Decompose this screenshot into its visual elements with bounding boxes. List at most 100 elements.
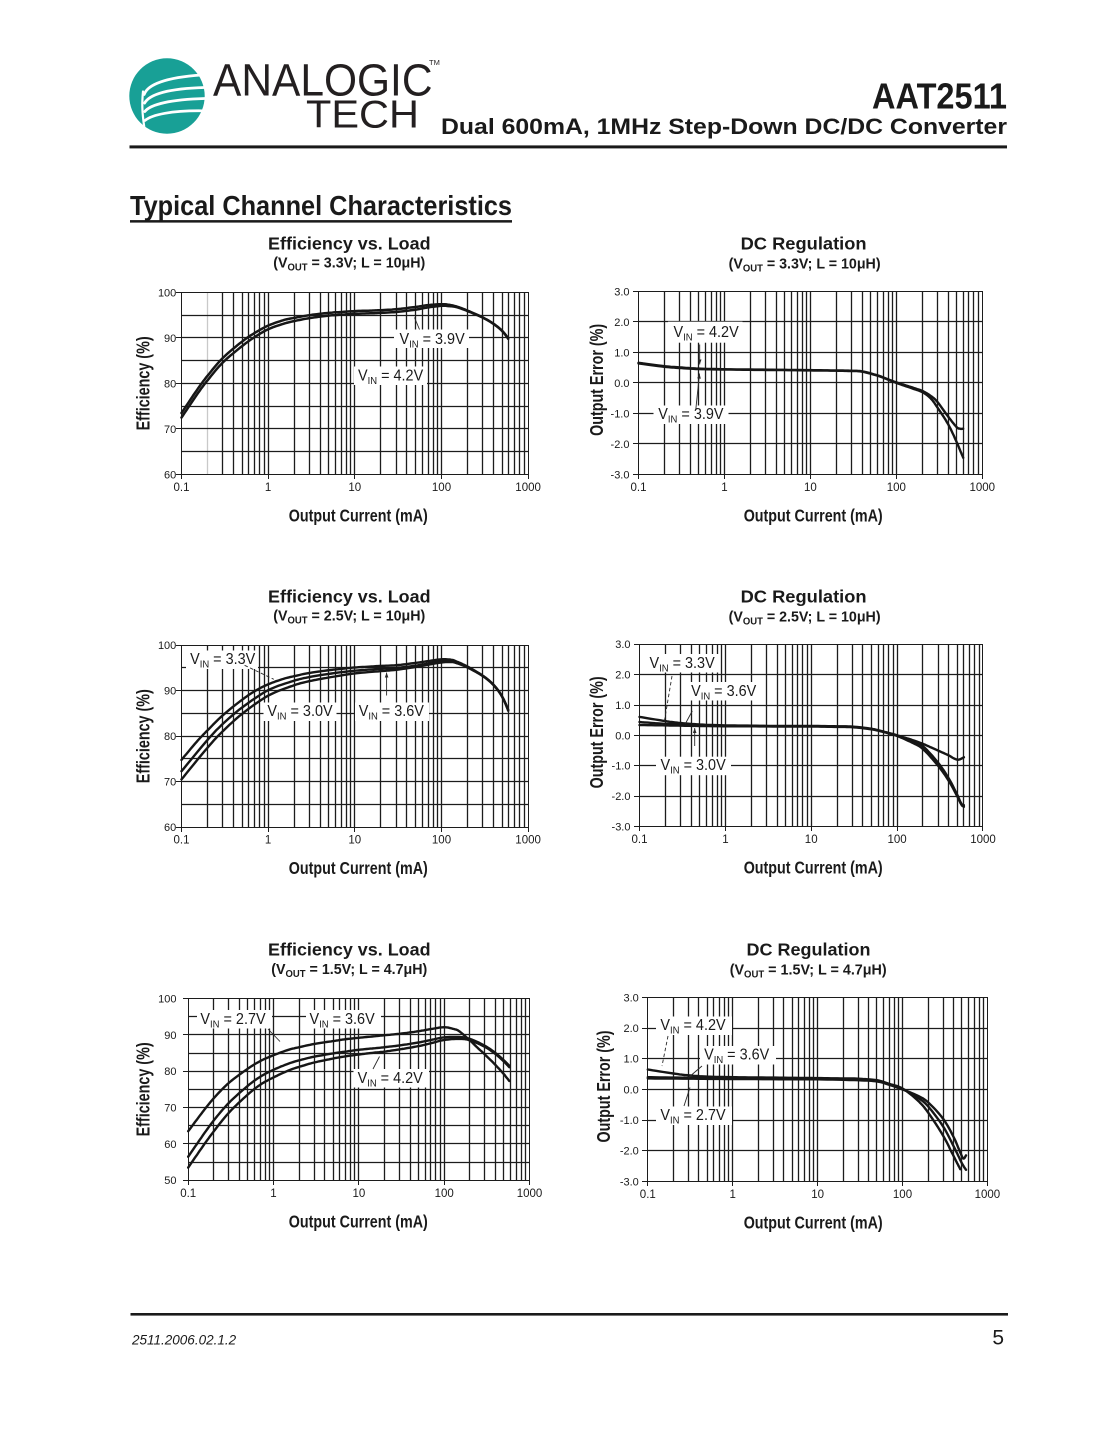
svg-text:0.0: 0.0 xyxy=(614,378,629,390)
svg-text:90: 90 xyxy=(164,333,176,345)
svg-text:90: 90 xyxy=(164,1030,176,1042)
svg-text:1000: 1000 xyxy=(975,1189,1001,1201)
svg-text:2.0: 2.0 xyxy=(624,1023,639,1035)
svg-text:0.1: 0.1 xyxy=(174,835,190,847)
svg-text:1: 1 xyxy=(270,1188,276,1200)
svg-text:Efficiency (%): Efficiency (%) xyxy=(134,336,154,430)
svg-text:100: 100 xyxy=(893,1189,912,1201)
svg-text:-2.0: -2.0 xyxy=(620,1146,639,1158)
svg-text:(VOUT = 2.5V; L = 10μH): (VOUT = 2.5V; L = 10μH) xyxy=(273,608,425,627)
svg-text:(VOUT = 1.5V; L = 4.7μH): (VOUT = 1.5V; L = 4.7μH) xyxy=(730,962,887,981)
svg-text:TM: TM xyxy=(429,58,440,67)
svg-text:100: 100 xyxy=(158,640,176,652)
svg-text:70: 70 xyxy=(164,1103,176,1115)
svg-text:-3.0: -3.0 xyxy=(612,821,631,833)
svg-text:1: 1 xyxy=(721,482,727,494)
svg-text:0.1: 0.1 xyxy=(174,482,190,494)
svg-text:1.0: 1.0 xyxy=(615,700,630,712)
svg-text:Typical Channel Characteristic: Typical Channel Characteristics xyxy=(130,190,512,221)
svg-text:1000: 1000 xyxy=(515,482,541,494)
svg-text:Efficiency (%): Efficiency (%) xyxy=(134,1042,154,1136)
svg-text:0.1: 0.1 xyxy=(640,1189,656,1201)
svg-text:80: 80 xyxy=(164,731,176,743)
svg-text:100: 100 xyxy=(432,482,451,494)
svg-text:1000: 1000 xyxy=(970,834,996,846)
svg-text:(VOUT = 1.5V; L = 4.7μH): (VOUT = 1.5V; L = 4.7μH) xyxy=(271,961,427,980)
svg-text:0.1: 0.1 xyxy=(632,834,648,846)
svg-text:-3.0: -3.0 xyxy=(611,469,630,481)
svg-text:100: 100 xyxy=(158,287,176,299)
svg-text:0.0: 0.0 xyxy=(624,1084,639,1096)
svg-text:DC Regulation: DC Regulation xyxy=(741,234,867,254)
svg-text:2511.2006.02.1.2: 2511.2006.02.1.2 xyxy=(131,1332,237,1347)
svg-text:Efficiency vs. Load: Efficiency vs. Load xyxy=(268,940,431,960)
svg-text:90: 90 xyxy=(164,686,176,698)
svg-text:3.0: 3.0 xyxy=(615,639,630,651)
svg-text:Output Current (mA): Output Current (mA) xyxy=(744,506,883,526)
svg-text:60: 60 xyxy=(164,822,176,834)
svg-text:3.0: 3.0 xyxy=(624,992,639,1004)
svg-text:(VOUT = 3.3V; L = 10μH): (VOUT = 3.3V; L = 10μH) xyxy=(273,255,425,274)
svg-text:10: 10 xyxy=(804,482,817,494)
svg-text:Output Error (%): Output Error (%) xyxy=(594,1031,614,1143)
svg-text:Output Current (mA): Output Current (mA) xyxy=(744,1213,883,1233)
svg-text:60: 60 xyxy=(164,469,176,481)
svg-text:-1.0: -1.0 xyxy=(620,1115,639,1127)
svg-text:VIN = 3.3V: VIN = 3.3V xyxy=(190,651,255,671)
svg-text:80: 80 xyxy=(164,1066,176,1078)
svg-text:60: 60 xyxy=(164,1139,176,1151)
svg-text:(VOUT = 2.5V; L = 10μH): (VOUT = 2.5V; L = 10μH) xyxy=(729,609,881,628)
svg-text:10: 10 xyxy=(805,834,818,846)
svg-text:Efficiency (%): Efficiency (%) xyxy=(134,689,154,783)
svg-text:-2.0: -2.0 xyxy=(612,791,631,803)
svg-text:0.1: 0.1 xyxy=(631,482,647,494)
svg-text:Output Current (mA): Output Current (mA) xyxy=(289,1211,428,1231)
svg-text:AAT2511: AAT2511 xyxy=(872,76,1007,117)
svg-text:50: 50 xyxy=(164,1175,176,1187)
svg-text:1.0: 1.0 xyxy=(624,1054,639,1066)
svg-text:80: 80 xyxy=(164,378,176,390)
svg-text:1: 1 xyxy=(729,1189,735,1201)
svg-text:1: 1 xyxy=(265,835,271,847)
svg-text:(VOUT = 3.3V; L = 10μH): (VOUT = 3.3V; L = 10μH) xyxy=(729,256,881,275)
svg-text:Output Current (mA): Output Current (mA) xyxy=(289,858,428,878)
svg-text:-1.0: -1.0 xyxy=(612,761,631,773)
svg-text:ANALOGIC: ANALOGIC xyxy=(213,55,433,106)
svg-text:1: 1 xyxy=(265,482,271,494)
svg-text:DC Regulation: DC Regulation xyxy=(747,940,871,960)
svg-text:3.0: 3.0 xyxy=(614,286,629,298)
svg-text:100: 100 xyxy=(432,835,451,847)
svg-text:1000: 1000 xyxy=(517,1188,543,1200)
svg-text:Output Current (mA): Output Current (mA) xyxy=(289,506,428,526)
svg-text:100: 100 xyxy=(435,1188,454,1200)
svg-text:10: 10 xyxy=(811,1189,824,1201)
svg-text:10: 10 xyxy=(348,482,361,494)
svg-text:100: 100 xyxy=(888,834,907,846)
svg-text:100: 100 xyxy=(887,482,906,494)
svg-text:TECH: TECH xyxy=(306,93,419,136)
svg-text:-3.0: -3.0 xyxy=(620,1176,639,1188)
svg-text:5: 5 xyxy=(992,1327,1004,1350)
svg-text:-2.0: -2.0 xyxy=(611,439,630,451)
svg-text:Output Current (mA): Output Current (mA) xyxy=(744,858,883,878)
svg-text:1000: 1000 xyxy=(970,482,996,494)
svg-text:Output Error (%): Output Error (%) xyxy=(587,676,607,788)
svg-text:Efficiency vs. Load: Efficiency vs. Load xyxy=(268,586,431,606)
svg-text:10: 10 xyxy=(353,1188,366,1200)
svg-text:100: 100 xyxy=(158,993,176,1005)
svg-text:Dual 600mA, 1MHz Step-Down DC/: Dual 600mA, 1MHz Step-Down DC/DC Convert… xyxy=(441,114,1007,139)
svg-text:70: 70 xyxy=(164,424,176,436)
svg-text:2.0: 2.0 xyxy=(615,670,630,682)
svg-text:1.0: 1.0 xyxy=(614,347,629,359)
svg-text:0.0: 0.0 xyxy=(615,730,630,742)
svg-text:1: 1 xyxy=(722,834,728,846)
svg-text:DC Regulation: DC Regulation xyxy=(741,587,867,607)
svg-text:2.0: 2.0 xyxy=(614,317,629,329)
svg-text:1000: 1000 xyxy=(515,835,541,847)
svg-text:Output Error (%): Output Error (%) xyxy=(587,324,607,436)
svg-text:10: 10 xyxy=(348,835,361,847)
svg-text:-1.0: -1.0 xyxy=(611,408,630,420)
svg-text:0.1: 0.1 xyxy=(180,1188,196,1200)
svg-text:70: 70 xyxy=(164,777,176,789)
svg-text:Efficiency vs. Load: Efficiency vs. Load xyxy=(268,234,431,254)
